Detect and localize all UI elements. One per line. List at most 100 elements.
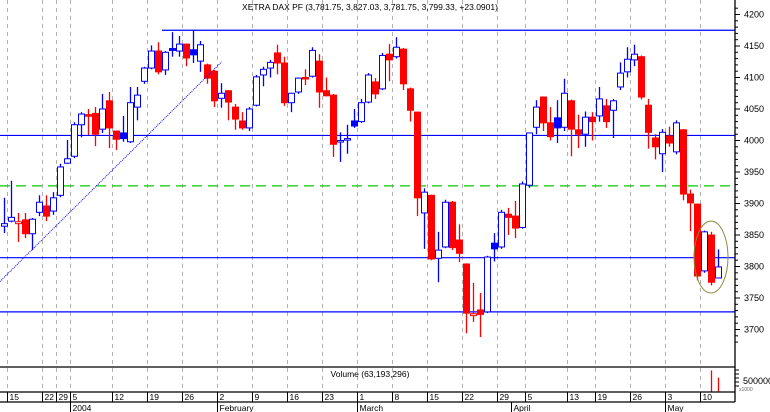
x-tick-label: 15 (430, 392, 440, 402)
candle-body (526, 132, 533, 186)
candle-body (162, 51, 169, 71)
candle-body (575, 129, 582, 135)
y-tick-label: 3950 (744, 167, 764, 177)
candle-body (624, 58, 631, 73)
month-label: March (360, 403, 384, 412)
volume-axis-label: 500000 (743, 376, 770, 386)
candle-body (547, 122, 554, 138)
candle-body (428, 194, 435, 260)
annotations (0, 61, 729, 294)
candle-body (127, 102, 134, 143)
candle-body (519, 183, 526, 228)
candle-body (197, 44, 204, 62)
x-tick-label: 29 (59, 392, 69, 402)
candle-body (358, 102, 365, 123)
y-tick-label: 3850 (744, 230, 764, 240)
candle-body (148, 50, 155, 69)
candle-body (379, 54, 386, 90)
x-tick-label: 3 (668, 392, 673, 402)
trendline (0, 61, 223, 282)
candle-body (351, 120, 358, 127)
candle-body (638, 56, 645, 98)
candle-body (659, 131, 666, 155)
candle-body (169, 48, 176, 51)
candle-body (673, 122, 680, 153)
candle-body (22, 219, 29, 235)
candle-body (337, 140, 344, 143)
candle-body (554, 117, 561, 129)
x-tick-label: 29 (500, 392, 510, 402)
candle-body (260, 68, 267, 76)
volume-axis-unit: x1000 (739, 387, 753, 393)
x-tick-label: 26 (633, 392, 643, 402)
candle-body (407, 88, 414, 111)
candle-body (281, 62, 288, 104)
candle-body (274, 52, 281, 64)
x-tick-label: 12 (115, 392, 125, 402)
x-tick-label: 15 (10, 392, 20, 402)
volume-panel (0, 366, 735, 392)
x-tick-label: 10 (703, 392, 713, 402)
candle-body (302, 77, 309, 80)
candle-body (400, 48, 407, 85)
candle-body (421, 191, 428, 214)
y-axis: 4200 4150 4100 4050 4000 3950 3900 3850 3800 3750… (734, 0, 764, 402)
candle-body (631, 53, 638, 61)
x-tick-label: 5 (528, 392, 533, 402)
x-tick-label: 22 (465, 392, 475, 402)
candle-body (372, 81, 379, 95)
candle-body (85, 114, 92, 117)
candle-body (99, 108, 106, 130)
candle-body (603, 105, 610, 123)
candle-body (715, 266, 722, 279)
candle-body (470, 313, 477, 317)
candle-body (414, 111, 421, 199)
candle-body (246, 108, 253, 129)
candle-body (344, 138, 351, 141)
candle-body (561, 92, 568, 128)
y-tick-label: 4050 (744, 104, 764, 114)
candle-body (463, 263, 470, 314)
candle-body (708, 234, 715, 283)
candle-body (449, 201, 456, 249)
candle-body (64, 158, 71, 164)
candle-body (330, 94, 337, 145)
x-tick-label: 5 (73, 392, 78, 402)
candle-body (204, 64, 211, 79)
candle-body (540, 96, 547, 124)
x-tick-label: 13 (570, 392, 580, 402)
candle-body (456, 239, 463, 254)
x-tick-label: 23 (325, 392, 335, 402)
candle-body (316, 60, 323, 93)
candle-body (15, 221, 22, 225)
candle-body (582, 116, 589, 135)
candle-body (666, 135, 673, 144)
candle-body (435, 249, 442, 259)
y-tick-label: 4150 (744, 41, 764, 51)
candle-body (568, 100, 575, 130)
x-tick-label: 19 (598, 392, 608, 402)
candle-body (176, 43, 183, 52)
x-tick-label: 9 (255, 392, 260, 402)
candle-body (505, 213, 512, 218)
candle-body (309, 49, 316, 77)
candle-body (610, 100, 617, 111)
candle-body (365, 74, 372, 103)
candle-body (288, 92, 295, 104)
candle-body (694, 203, 701, 277)
month-label: May (668, 403, 685, 412)
candle-body (120, 132, 127, 140)
x-tick-label: 1 (360, 392, 365, 402)
candle-body (57, 166, 64, 196)
candles (1, 30, 722, 338)
candle-body (225, 90, 232, 103)
candle-body (295, 77, 302, 93)
candle-body (36, 201, 43, 213)
candle-body (393, 46, 400, 58)
y-tick-label: 4000 (744, 136, 764, 146)
y-tick-label: 3900 (744, 199, 764, 209)
candle-body (141, 67, 148, 82)
x-tick-label: 8 (395, 392, 400, 402)
x-tick-label: 2 (220, 392, 225, 402)
